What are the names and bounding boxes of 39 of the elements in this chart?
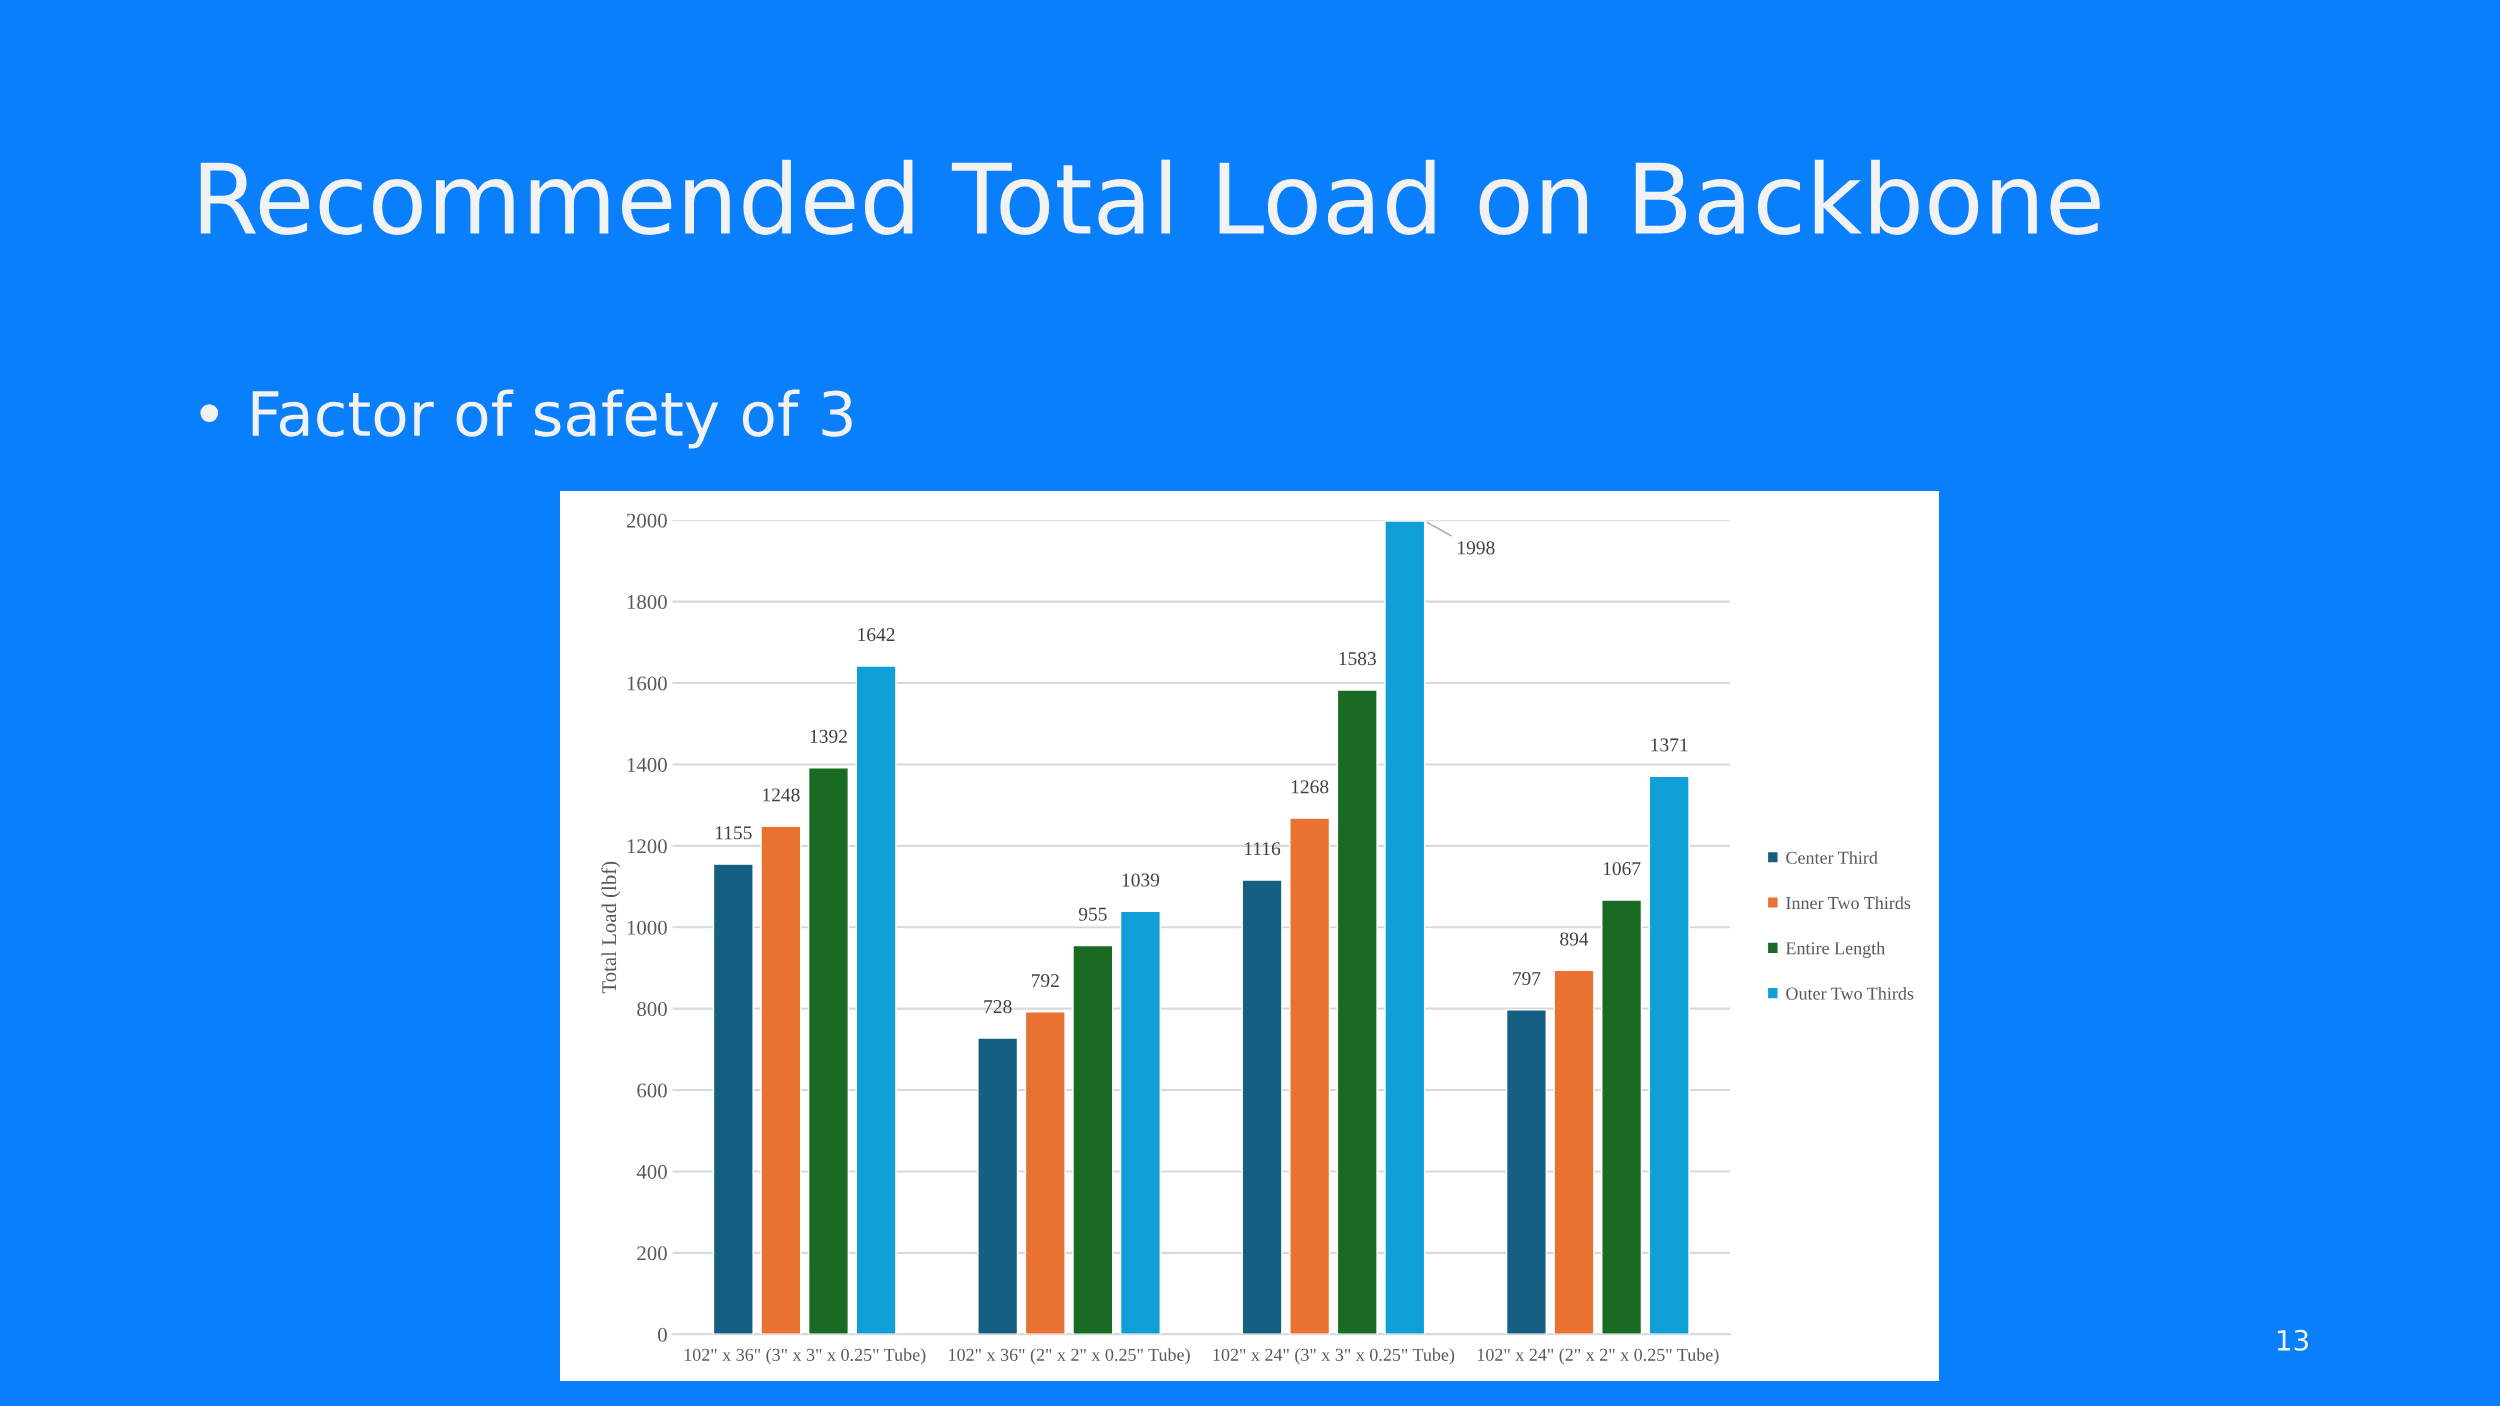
data-label: 1998: [1458, 541, 1495, 555]
data-label: 1583: [1339, 652, 1376, 666]
y-tick-label: 1600: [627, 676, 667, 691]
data-label: 1392: [810, 729, 847, 743]
y-tick-label: 200: [637, 1246, 667, 1261]
data-label: 728: [984, 1000, 1012, 1014]
legend-label: Entire Length: [1785, 941, 1885, 959]
data-label: 1371: [1651, 738, 1688, 752]
y-tick-label: 2000: [626, 513, 667, 528]
chart-subtitle: • Factor of safety of 3: [200, 389, 852, 449]
chart-title: Recommended Total Load on Backbone: [200, 159, 2100, 235]
x-tick-label: 102" x 24" (2" x 2" x 0.25" Tube): [1477, 1348, 1719, 1365]
data-label: 1155: [715, 826, 752, 840]
y-tick-label: 400: [636, 1164, 667, 1179]
y-axis-title: Total Load (lbf): [601, 861, 621, 994]
data-label: 792: [1031, 974, 1059, 988]
x-tick-label: 102" x 36" (2" x 2" x 0.25" Tube): [949, 1348, 1190, 1365]
y-tick-label: 600: [637, 1083, 667, 1098]
y-tick-label: 1200: [627, 839, 667, 854]
data-label: 1268: [1291, 780, 1329, 794]
text: 13: [2277, 1329, 2308, 1351]
x-tick-label: 102" x 36" (3" x 3" x 0.25" Tube): [684, 1348, 926, 1365]
y-tick-label: 1400: [627, 757, 667, 772]
data-label: 1116: [1245, 842, 1281, 856]
y-tick-label: 0: [658, 1327, 667, 1342]
data-label: 955: [1078, 907, 1107, 921]
y-tick-label: 1800: [627, 595, 667, 610]
legend-label: Outer Two Thirds: [1786, 986, 1914, 1000]
legend-label: Inner Two Thirds: [1786, 896, 1911, 910]
data-label: 894: [1560, 932, 1589, 946]
data-label: 1039: [1122, 873, 1160, 887]
data-label: 797: [1513, 972, 1541, 986]
data-label: 1067: [1603, 862, 1641, 876]
x-tick-label: 102" x 24" (3" x 3" x 0.25" Tube): [1213, 1348, 1455, 1365]
data-label: 1642: [858, 628, 895, 642]
legend-label: Center Third: [1786, 851, 1878, 864]
y-tick-label: 1000: [627, 920, 667, 935]
y-tick-label: 800: [637, 1002, 667, 1017]
data-label: 1248: [763, 788, 800, 802]
